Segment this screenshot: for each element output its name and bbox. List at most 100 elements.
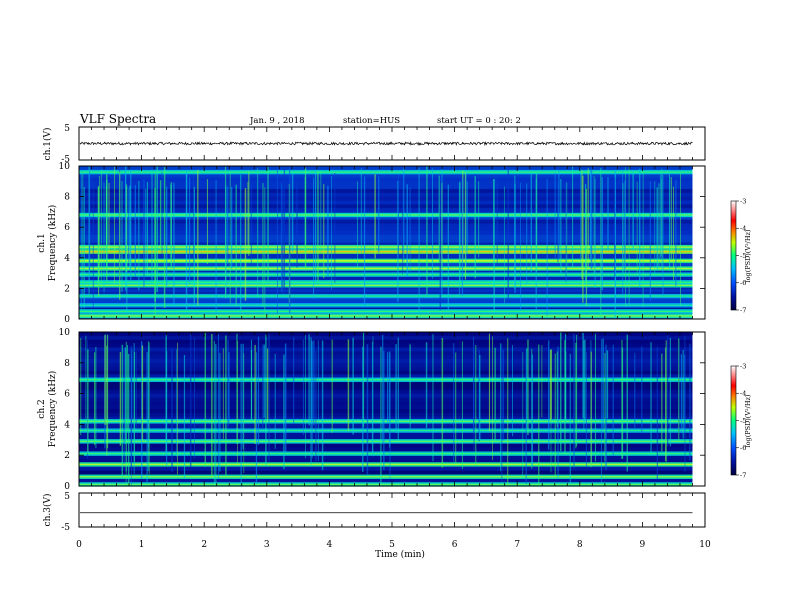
- ch2-colorbar-gradient: [730, 365, 737, 476]
- ch2-spec-ylabel-frequency: Frequency (kHz): [47, 371, 58, 448]
- ch2-colorbar-tick-label: -7: [740, 471, 746, 479]
- ch2-spec-noise-row: [79, 405, 693, 410]
- ch1-spec-noise-row: [79, 215, 693, 220]
- ch2-spec-noise-row: [79, 443, 693, 448]
- ch1-spec-noise-row: [79, 200, 693, 205]
- ch2-spec-noise-row: [79, 358, 693, 364]
- ch2-spec-ytick-label: 4: [64, 420, 70, 430]
- ch1-ytick-top: 5: [64, 124, 70, 134]
- ch2-colorbar-label: log(PSD)(V²/Hz): [744, 394, 752, 447]
- ch1-spec-noise-row: [79, 181, 693, 186]
- ch2-spec-ytick-label: 10: [59, 328, 71, 338]
- ch1-spec-noise-row: [79, 223, 693, 228]
- ch2-spec-noise-row: [79, 432, 693, 437]
- ch1-waveform-panel: 5 -5 ch.1(V): [42, 124, 706, 165]
- ch1-spec-noise-row: [79, 204, 693, 209]
- ch1-spec-ylabel-frequency: Frequency (kHz): [47, 205, 58, 282]
- ch2-spec-noise-row: [79, 366, 693, 371]
- ch2-spec-ytick-label: 2: [64, 451, 70, 461]
- ch2-spec-ylabel-channel: ch.2: [37, 399, 47, 418]
- ch1-spec-band-core: [79, 315, 693, 317]
- ch2-colorbar-tick-label: -3: [740, 362, 746, 370]
- ch2-spectrogram-panel: 0 2 4 6 8 10 ch.2 Frequency (kHz): [37, 328, 706, 492]
- ch1-spec-band-core: [79, 295, 693, 297]
- ch1-colorbar-tick-label: -6: [740, 279, 746, 287]
- ch1-spec-band-core: [79, 310, 693, 313]
- ch1-spec-noise-row: [79, 166, 693, 171]
- ch1-spec-noise-row: [79, 185, 693, 190]
- ch1-spec-noise-row: [79, 208, 693, 213]
- x-tick-label: 6: [452, 540, 458, 550]
- ch2-spec-noise-row: [79, 335, 693, 340]
- x-tick-label: 2: [201, 540, 207, 550]
- ch2-spec-noise-row: [79, 412, 693, 417]
- ch1-spec-ytick-label: 6: [64, 223, 70, 233]
- ch1-spec-band-core: [79, 246, 693, 248]
- ch1-spec-ylabel-channel: ch.1: [37, 233, 47, 252]
- ch2-spec-noise-row: [79, 339, 693, 344]
- ch2-spec-band-core: [79, 429, 693, 432]
- ch1-spec-noise-row: [79, 242, 693, 247]
- ch1-spec-band-core: [79, 250, 693, 253]
- ch2-spec-noise-row: [79, 362, 693, 367]
- ch2-spec-noise-row: [79, 470, 693, 475]
- ch1-ylabel: ch.1(V): [42, 128, 53, 161]
- ch1-spec-noise-row: [79, 231, 693, 236]
- ch2-spec-noise-row: [79, 332, 693, 337]
- station-label: station=HUS: [343, 116, 400, 126]
- ch2-spec-nodata: [692, 332, 705, 486]
- ch1-spec-band-core: [79, 284, 693, 287]
- date-label: Jan. 9 , 2018: [249, 116, 305, 126]
- ch2-spec-noise-row: [79, 347, 693, 352]
- x-tick-label: 7: [514, 540, 520, 550]
- ch2-spec-noise-row: [79, 435, 693, 441]
- ch1-spectrogram-panel: 0 2 4 6 8 10 ch.1 Frequency (kHz): [37, 162, 706, 325]
- ch2-spec-noise-row: [79, 370, 693, 375]
- ch2-spec-noise-row: [79, 355, 693, 360]
- ch1-spec-noise-row: [79, 227, 693, 232]
- ch2-spec-noise-row: [79, 351, 693, 356]
- ch2-spec-noise-row: [79, 466, 693, 471]
- ch2-spec-noise-row: [79, 455, 693, 460]
- ch2-colorbar-tick-label: -6: [740, 444, 746, 452]
- x-tick-label: 8: [577, 540, 583, 550]
- ch1-spec-noise-row: [79, 276, 693, 282]
- ch1-spec-band-core: [79, 214, 693, 216]
- ch2-spec-band-core: [79, 420, 693, 423]
- ch2-spec-noise-row: [79, 459, 693, 464]
- ch1-spec-noise-row: [79, 219, 693, 224]
- ch2-colorbar-tick-label: -5: [740, 417, 746, 425]
- ch2-spec-band-core: [79, 440, 693, 443]
- x-tick-label: 10: [699, 540, 711, 550]
- ch2-spec-noise-row: [79, 424, 693, 429]
- ch1-spec-ytick-label: 4: [64, 254, 70, 264]
- ch1-spec-noise-row: [79, 253, 693, 259]
- ch2-spec-noise-row: [79, 343, 693, 348]
- ch1-ytick-bottom: -5: [61, 155, 70, 165]
- ch1-spec-ytick-label: 2: [64, 284, 70, 294]
- ch1-colorbar-tick-label: -7: [740, 306, 746, 314]
- ch2-spec-noise-row: [79, 385, 693, 391]
- x-tick-label: 5: [389, 540, 395, 550]
- ch2-spec-noise-row: [79, 478, 693, 483]
- ch2-spec-band-core: [79, 476, 693, 478]
- ch1-spec-band-core: [79, 267, 693, 270]
- ch1-colorbar: -3 -4 -5 -6 -7 log(PSD)(V²/Hz): [730, 197, 752, 314]
- ch1-spec-noise-row: [79, 288, 693, 293]
- ch1-spec-nodata: [692, 166, 705, 319]
- ch2-spec-ytick-label: 8: [64, 359, 70, 369]
- ch2-spec-noise-row: [79, 393, 693, 398]
- ch1-spec-ytick-label: 10: [59, 162, 71, 172]
- ch1-spec-ytick-label: 0: [64, 315, 70, 325]
- ch3-waveform-panel: 5 -5 ch.3(V) 0 1 2 3 4 5 6 7 8 9 10 Time (min): [42, 492, 711, 560]
- ch2-spec-noise-row: [79, 389, 693, 394]
- ch2-spec-band-core: [79, 483, 693, 486]
- ch1-spec-band-core: [79, 171, 693, 173]
- ch1-spec-noise-row: [79, 269, 693, 274]
- ch2-spec-noise-row: [79, 374, 693, 379]
- ch1-colorbar-tick-label: -3: [740, 197, 746, 205]
- ch1-spec-noise-row: [79, 188, 693, 194]
- ch1-spec-band-core: [79, 304, 693, 306]
- start-time-label: start UT = 0 : 20: 2: [437, 116, 521, 126]
